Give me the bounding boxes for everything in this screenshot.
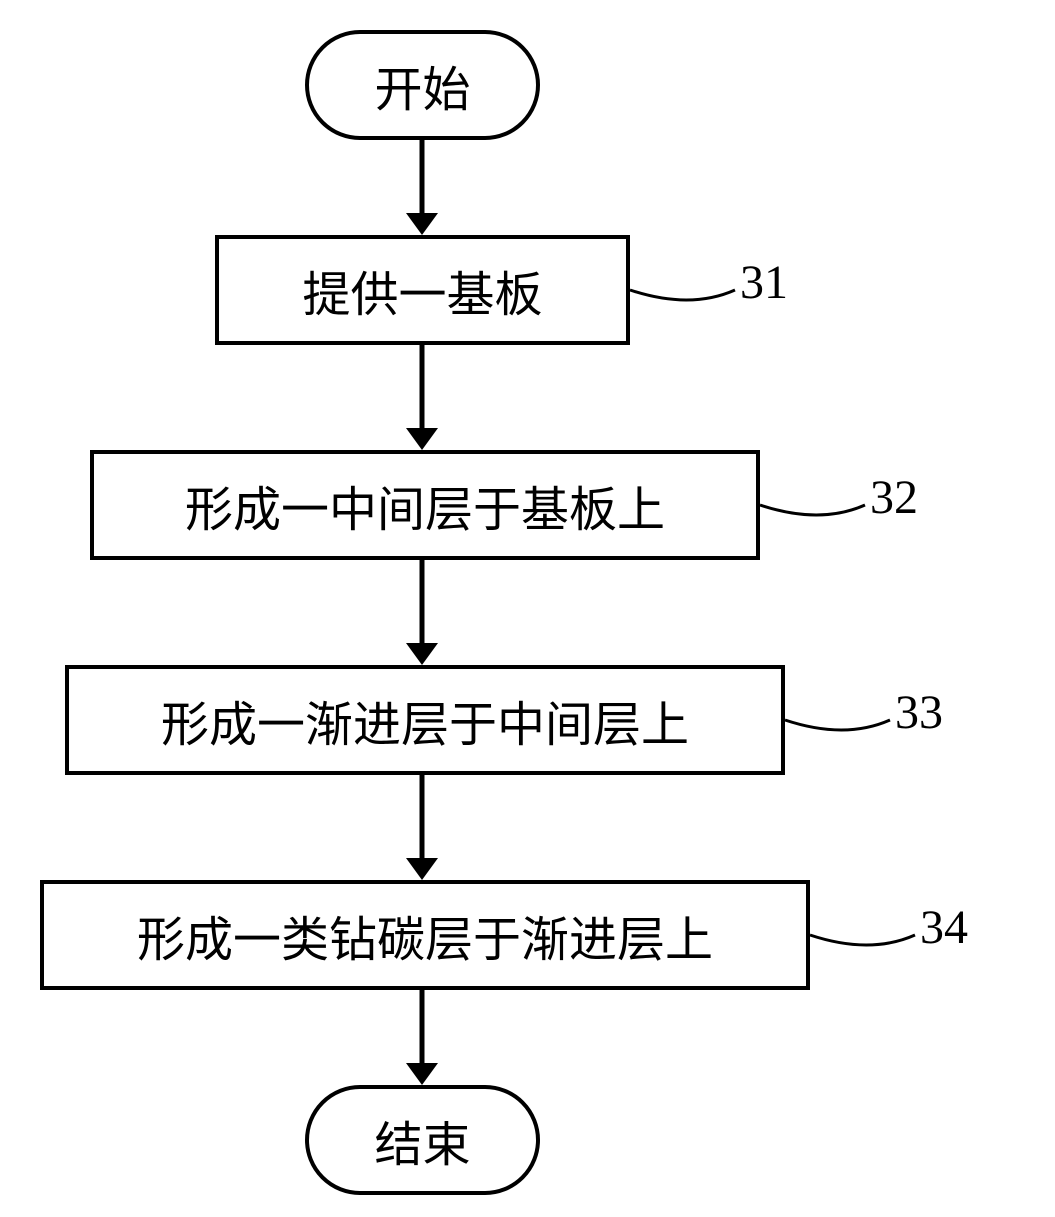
process-step-32: 形成一中间层于基板上 bbox=[90, 450, 760, 560]
process-step-33: 形成一渐进层于中间层上 bbox=[65, 665, 785, 775]
process-step-31-text: 提供一基板 bbox=[302, 255, 542, 325]
process-step-31: 提供一基板 bbox=[215, 235, 630, 345]
terminator-start: 开始 bbox=[305, 30, 540, 140]
step-label-32: 32 bbox=[870, 470, 918, 525]
terminator-start-text: 开始 bbox=[374, 50, 470, 120]
process-step-32-text: 形成一中间层于基板上 bbox=[185, 470, 665, 540]
step-label-33: 33 bbox=[895, 685, 943, 740]
arrow-33-to-34 bbox=[402, 775, 442, 880]
leader-line-33 bbox=[780, 715, 895, 745]
arrow-34-to-end bbox=[402, 990, 442, 1085]
arrow-32-to-33 bbox=[402, 560, 442, 665]
leader-line-32 bbox=[755, 500, 870, 530]
leader-line-31 bbox=[625, 285, 740, 315]
arrow-31-to-32 bbox=[402, 345, 442, 450]
process-step-34: 形成一类钻碳层于渐进层上 bbox=[40, 880, 810, 990]
process-step-34-text: 形成一类钻碳层于渐进层上 bbox=[137, 900, 713, 970]
terminator-end: 结束 bbox=[305, 1085, 540, 1195]
process-step-33-text: 形成一渐进层于中间层上 bbox=[161, 685, 689, 755]
terminator-end-text: 结束 bbox=[374, 1105, 470, 1175]
leader-line-34 bbox=[805, 930, 920, 960]
arrow-start-to-31 bbox=[402, 140, 442, 235]
flowchart-canvas: 开始 提供一基板 形成一中间层于基板上 形成一渐进层于中间层上 形成一类钻碳层于… bbox=[0, 0, 1055, 1217]
step-label-31: 31 bbox=[740, 255, 788, 310]
step-label-34: 34 bbox=[920, 900, 968, 955]
